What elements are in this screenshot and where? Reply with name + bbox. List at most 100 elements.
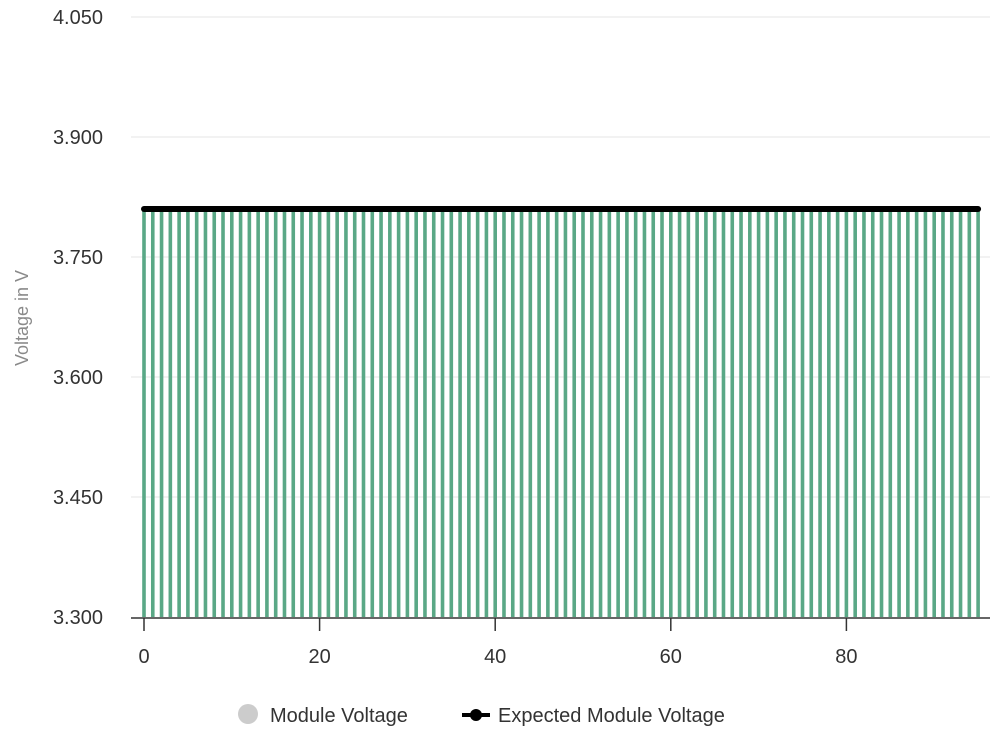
bar[interactable] xyxy=(800,209,805,617)
bar[interactable] xyxy=(510,209,515,617)
bar[interactable] xyxy=(370,209,375,617)
bar[interactable] xyxy=(835,209,840,617)
bar[interactable] xyxy=(388,209,392,617)
bar[interactable] xyxy=(212,209,217,617)
bar[interactable] xyxy=(344,209,348,617)
bar[interactable] xyxy=(282,209,287,617)
bar[interactable] xyxy=(352,209,357,617)
bar[interactable] xyxy=(581,209,585,617)
bar[interactable] xyxy=(598,209,603,617)
bar[interactable] xyxy=(607,209,612,617)
bar[interactable] xyxy=(677,209,682,617)
bar[interactable] xyxy=(748,209,752,617)
bar[interactable] xyxy=(616,209,620,617)
bar[interactable] xyxy=(361,209,366,617)
bar[interactable] xyxy=(818,209,822,617)
bar[interactable] xyxy=(431,209,436,617)
bar[interactable] xyxy=(440,209,445,617)
bar[interactable] xyxy=(142,209,146,617)
bar[interactable] xyxy=(546,209,550,617)
bar[interactable] xyxy=(669,209,673,617)
bar[interactable] xyxy=(888,209,893,617)
bar[interactable] xyxy=(273,209,278,617)
bar[interactable] xyxy=(809,209,814,617)
bar[interactable] xyxy=(906,209,910,617)
bar[interactable] xyxy=(870,209,875,617)
bar[interactable] xyxy=(238,209,243,617)
bar[interactable] xyxy=(791,209,796,617)
bar[interactable] xyxy=(756,209,761,617)
bar[interactable] xyxy=(827,209,831,617)
bar[interactable] xyxy=(423,209,427,617)
bar[interactable] xyxy=(651,209,656,617)
legend-item-expected-module-voltage[interactable]: Expected Module Voltage xyxy=(462,705,725,727)
bar[interactable] xyxy=(326,209,331,617)
bar[interactable] xyxy=(177,209,181,617)
bar[interactable] xyxy=(519,209,524,617)
x-tick-label: 20 xyxy=(308,646,330,668)
bar[interactable] xyxy=(405,209,410,617)
bar[interactable] xyxy=(976,209,980,617)
bar[interactable] xyxy=(256,209,260,617)
bar[interactable] xyxy=(537,209,541,617)
bar[interactable] xyxy=(221,209,225,617)
bar[interactable] xyxy=(686,209,691,617)
bar[interactable] xyxy=(194,209,199,617)
bar[interactable] xyxy=(379,209,383,617)
bar[interactable] xyxy=(949,209,954,617)
bar[interactable] xyxy=(230,209,234,617)
bar[interactable] xyxy=(203,209,208,617)
bar[interactable] xyxy=(554,209,559,617)
bar[interactable] xyxy=(335,209,339,617)
bar[interactable] xyxy=(712,209,717,617)
bar[interactable] xyxy=(265,209,269,617)
bar[interactable] xyxy=(704,209,708,617)
bar[interactable] xyxy=(739,209,743,617)
bar[interactable] xyxy=(730,209,735,617)
bar[interactable] xyxy=(783,209,787,617)
bar[interactable] xyxy=(572,209,577,617)
bar[interactable] xyxy=(923,209,928,617)
bar[interactable] xyxy=(633,209,638,617)
bar[interactable] xyxy=(563,209,568,617)
bar[interactable] xyxy=(247,209,252,617)
y-tick-label: 4.050 xyxy=(53,7,103,29)
bar[interactable] xyxy=(309,209,313,617)
bar[interactable] xyxy=(396,209,401,617)
bar[interactable] xyxy=(774,209,778,617)
bar[interactable] xyxy=(502,209,506,617)
bar[interactable] xyxy=(914,209,919,617)
bar[interactable] xyxy=(458,209,462,617)
bar[interactable] xyxy=(879,209,884,617)
bar[interactable] xyxy=(958,209,963,617)
bar[interactable] xyxy=(721,209,726,617)
bar[interactable] xyxy=(467,209,471,617)
bar[interactable] xyxy=(862,209,866,617)
bar[interactable] xyxy=(932,209,936,617)
bar[interactable] xyxy=(291,209,296,617)
bar[interactable] xyxy=(449,209,454,617)
bar[interactable] xyxy=(300,209,304,617)
bar[interactable] xyxy=(493,209,497,617)
bar[interactable] xyxy=(844,209,849,617)
bar[interactable] xyxy=(765,209,770,617)
bar[interactable] xyxy=(414,209,418,617)
bar[interactable] xyxy=(317,209,322,617)
bar[interactable] xyxy=(484,209,489,617)
bar[interactable] xyxy=(589,209,594,617)
bar[interactable] xyxy=(941,209,945,617)
bar[interactable] xyxy=(695,209,699,617)
bar[interactable] xyxy=(475,209,480,617)
bar[interactable] xyxy=(625,209,629,617)
legend-item-module-voltage[interactable]: Module Voltage xyxy=(238,704,408,727)
bar[interactable] xyxy=(967,209,972,617)
bar[interactable] xyxy=(528,209,533,617)
bar[interactable] xyxy=(660,209,664,617)
bar[interactable] xyxy=(853,209,857,617)
bar[interactable] xyxy=(159,209,164,617)
bar[interactable] xyxy=(150,209,155,617)
bar[interactable] xyxy=(168,209,173,617)
bar[interactable] xyxy=(186,209,190,617)
bar[interactable] xyxy=(897,209,901,617)
bar[interactable] xyxy=(642,209,647,617)
